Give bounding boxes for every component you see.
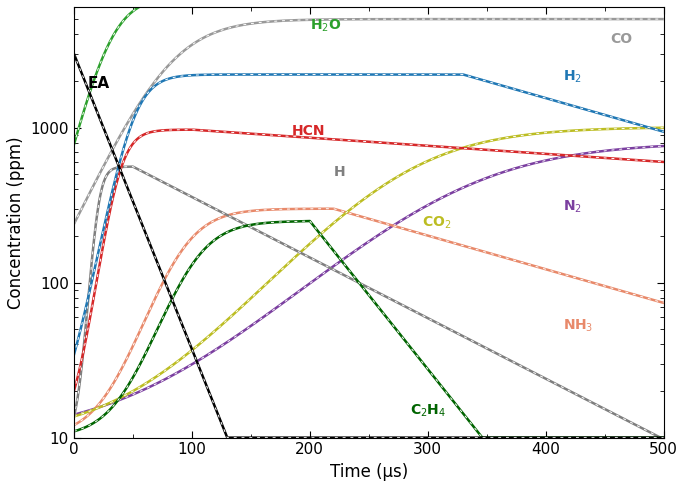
Text: H$_2$: H$_2$: [563, 69, 582, 85]
Text: CO: CO: [610, 32, 633, 46]
Y-axis label: Concentration (ppm): Concentration (ppm): [7, 136, 25, 308]
Text: H$_2$O: H$_2$O: [310, 18, 341, 34]
Text: EA: EA: [88, 76, 110, 91]
Text: H: H: [334, 164, 345, 179]
Text: HCN: HCN: [292, 124, 325, 139]
Text: NH$_3$: NH$_3$: [563, 317, 594, 334]
Text: C$_2$H$_4$: C$_2$H$_4$: [410, 403, 446, 419]
Text: N$_2$: N$_2$: [563, 199, 582, 215]
X-axis label: Time (μs): Time (μs): [329, 463, 408, 481]
Text: CO$_2$: CO$_2$: [422, 215, 451, 231]
